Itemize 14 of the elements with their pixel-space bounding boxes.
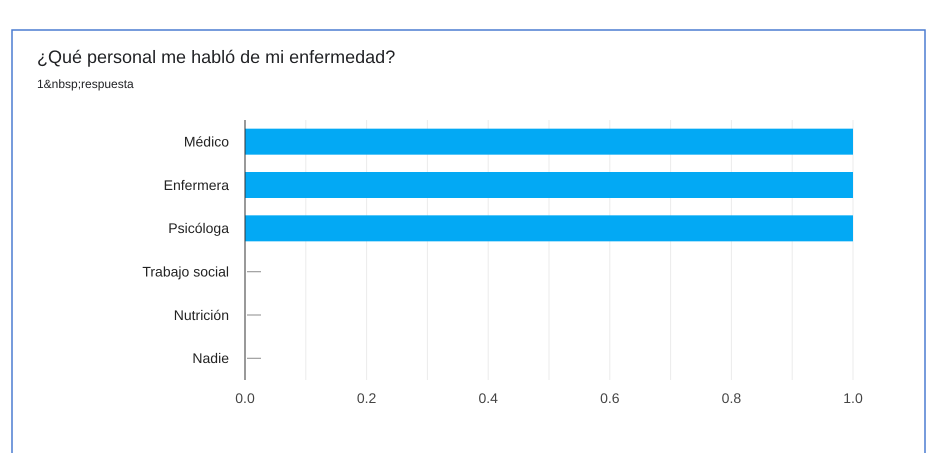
- x-tick-label: 1.0: [843, 390, 863, 406]
- y-tick-label: Nutrición: [174, 306, 229, 323]
- x-tick-label: 0.2: [356, 390, 377, 406]
- y-tick-label: Médico: [184, 134, 230, 150]
- y-tick-label: Trabajo social: [142, 264, 229, 280]
- x-tick-label: 0.8: [722, 390, 742, 406]
- y-tick-label: Psicóloga: [168, 220, 230, 236]
- x-tick-label: 0.4: [478, 390, 498, 406]
- y-tick-label: Nadie: [192, 350, 230, 366]
- y-tick-label: Enfermera: [164, 176, 230, 193]
- text: 1&nbsp;respuesta: [37, 77, 134, 91]
- x-tick-label: 0.0: [235, 390, 255, 406]
- chart-title: ¿Qué personal me habló de mi enfermedad?: [37, 47, 396, 67]
- x-tick-label: 0.6: [600, 390, 620, 406]
